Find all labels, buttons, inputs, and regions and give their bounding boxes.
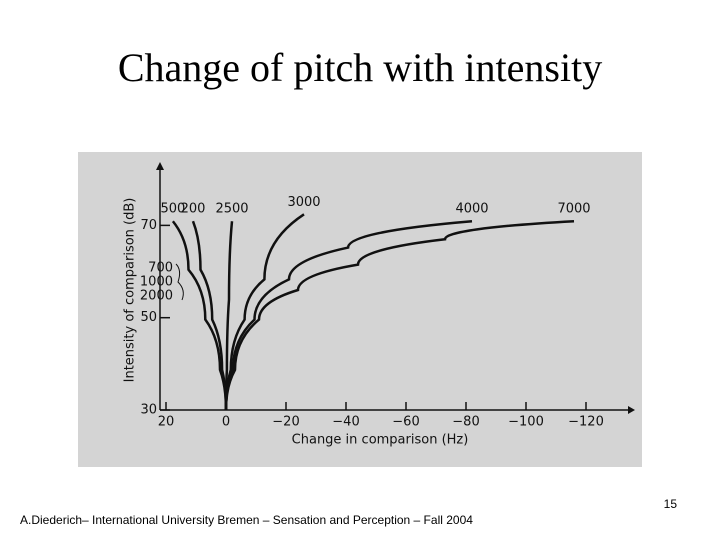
y-tick-label: 70 (140, 218, 157, 233)
chart-background (78, 152, 642, 467)
curve (224, 219, 575, 411)
annotation: 700 (148, 261, 173, 276)
x-tick-label: −20 (272, 415, 299, 430)
curve-label: 4000 (455, 202, 488, 217)
page-number: 15 (664, 497, 678, 511)
annotation-bracket (175, 263, 184, 301)
annotation: 1000 (140, 275, 173, 290)
x-tick-label: 20 (158, 415, 175, 430)
y-axis-label: Intensity of comparison (dB) (123, 198, 138, 383)
y-axis-arrow (156, 162, 164, 170)
curve-label: 500 (160, 202, 185, 217)
footer: A.Diederich– International University Br… (20, 513, 473, 527)
x-tick-label: 0 (222, 415, 230, 430)
slide-title: Change of pitch with intensity (118, 45, 602, 90)
curve-label: 3000 (287, 195, 320, 210)
x-tick-label: −120 (568, 415, 604, 430)
x-axis-arrow (628, 406, 635, 414)
x-tick-label: −60 (392, 415, 419, 430)
annotation: 2000 (140, 289, 173, 304)
y-tick-label: 30 (140, 403, 157, 418)
curve-label: 2500 (215, 202, 248, 217)
curve (191, 220, 228, 411)
x-tick-label: −100 (508, 415, 544, 430)
y-tick-label: 50 (140, 310, 157, 325)
curve-label: 7000 (557, 202, 590, 217)
x-tick-label: −40 (332, 415, 359, 430)
curve (224, 219, 473, 411)
x-axis-label: Change in comparison (Hz) (292, 433, 469, 448)
curve-label: 200 (181, 202, 206, 217)
x-tick-label: −80 (452, 415, 479, 430)
